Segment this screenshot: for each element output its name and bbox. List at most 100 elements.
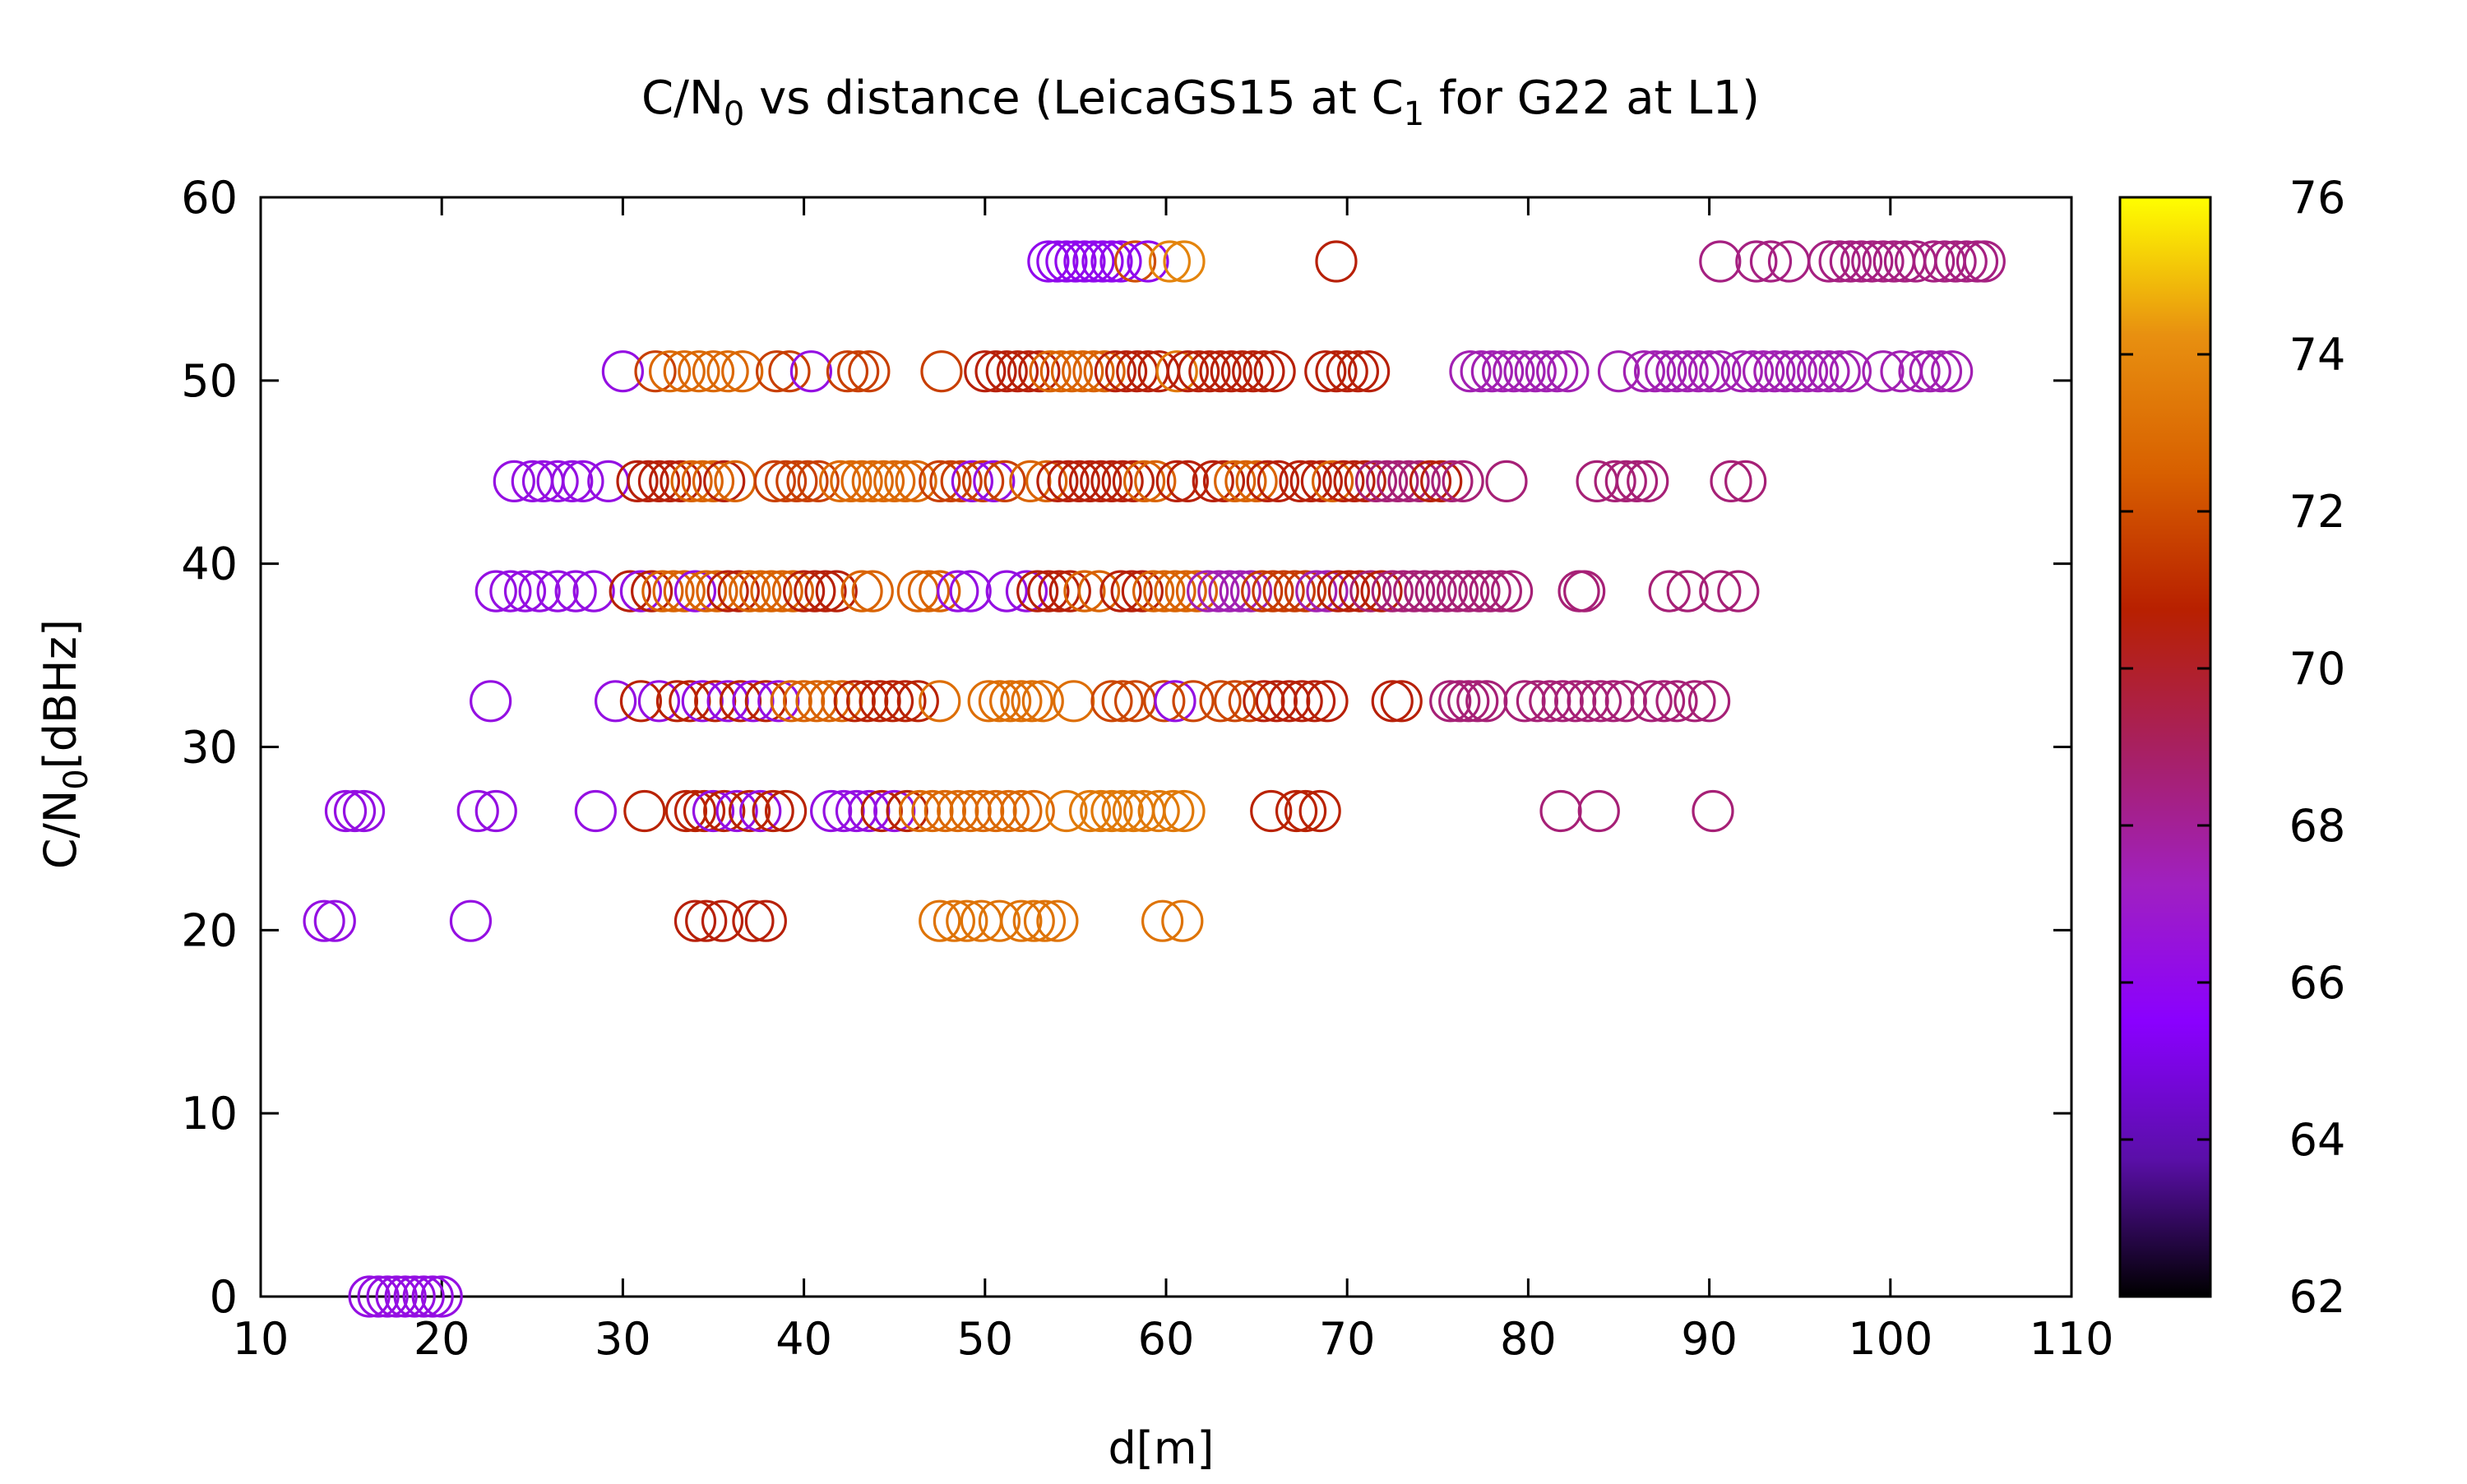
data-point (1054, 240, 1097, 283)
data-point (1479, 570, 1522, 613)
data-point (536, 460, 579, 502)
data-point (1945, 240, 1988, 283)
x-tick-label: 60 (1138, 1313, 1195, 1365)
data-point (1735, 240, 1778, 283)
data-point (664, 789, 708, 833)
data-point (1377, 460, 1419, 502)
data-point (1717, 570, 1760, 613)
data-point (574, 789, 617, 833)
data-point (324, 789, 368, 833)
data-point (1699, 570, 1742, 613)
x-tick-label: 110 (2029, 1313, 2113, 1365)
x-axis-label: d[m] (1108, 1422, 1214, 1474)
data-point (1336, 350, 1380, 393)
data-point (1851, 240, 1894, 283)
data-point (1101, 680, 1144, 723)
y-tick-label: 50 (181, 355, 238, 407)
data-point (1161, 899, 1204, 942)
data-point (978, 680, 1021, 723)
data-point (919, 680, 961, 723)
data-point (1541, 680, 1584, 723)
data-point (1525, 350, 1568, 393)
data-point (1021, 680, 1064, 723)
data-point (987, 789, 1030, 833)
data-point (1409, 460, 1452, 502)
data-point (1594, 460, 1636, 502)
data-point (1469, 570, 1511, 613)
data-point (673, 899, 717, 942)
data-point (1298, 789, 1341, 833)
data-point (770, 680, 812, 723)
data-point (503, 570, 547, 613)
data-point (1284, 570, 1327, 613)
data-point (961, 460, 1005, 502)
data-point (1333, 460, 1376, 502)
data-point (1192, 460, 1234, 502)
data-point (884, 460, 927, 502)
data-point (1447, 680, 1490, 723)
data-point (1604, 460, 1647, 502)
data-point (678, 350, 720, 393)
data-point (1110, 570, 1153, 613)
data-point (1273, 570, 1316, 613)
data-point (1122, 460, 1166, 502)
data-point (1023, 899, 1067, 942)
data-point (706, 680, 749, 723)
data-point (1436, 570, 1479, 613)
data-point (1039, 350, 1082, 393)
data-point (1083, 350, 1126, 393)
data-point (1293, 680, 1336, 723)
data-point (1516, 680, 1559, 723)
data-point (1579, 680, 1622, 723)
data-point (1099, 240, 1142, 283)
data-points (303, 240, 2006, 1318)
data-point (1485, 460, 1528, 502)
data-point (919, 460, 961, 502)
data-point (1371, 570, 1414, 613)
data-point (835, 789, 878, 833)
data-point (1934, 240, 1977, 283)
data-point (1063, 240, 1106, 283)
data-point (551, 460, 594, 502)
data-point (1166, 350, 1210, 393)
colorbar-tick-label: 62 (2289, 1271, 2346, 1323)
data-point (1645, 350, 1687, 393)
data-point (402, 1275, 445, 1318)
data-point (1284, 789, 1327, 833)
data-point (1633, 350, 1677, 393)
data-point (846, 680, 889, 723)
data-point (1818, 350, 1861, 393)
data-point (554, 570, 597, 613)
data-point (896, 570, 939, 613)
data-point (1387, 460, 1430, 502)
data-point (764, 460, 808, 502)
data-point (1154, 570, 1196, 613)
data-point (761, 570, 803, 613)
data-point (1710, 460, 1752, 502)
y-tick-label: 10 (181, 1088, 238, 1140)
data-point (1317, 570, 1359, 613)
data-point (637, 680, 681, 723)
data-point (1197, 570, 1240, 613)
data-point (1931, 350, 1974, 393)
data-point (873, 460, 916, 502)
data-point (937, 789, 979, 833)
data-point (1339, 570, 1382, 613)
data-point (1913, 240, 1956, 283)
data-point (1829, 240, 1872, 283)
data-point (623, 789, 666, 833)
data-point (1677, 350, 1719, 393)
x-tick-label: 70 (1319, 1313, 1376, 1365)
data-point (873, 789, 916, 833)
data-point (1045, 240, 1088, 283)
data-point (1072, 240, 1115, 283)
data-point (848, 350, 891, 393)
data-point (683, 789, 726, 833)
data-point (1753, 350, 1796, 393)
data-point (1062, 350, 1104, 393)
data-point (1909, 350, 1951, 393)
data-point (732, 899, 775, 942)
data-point (860, 789, 903, 833)
data-point (1235, 460, 1278, 502)
data-point (1493, 350, 1535, 393)
